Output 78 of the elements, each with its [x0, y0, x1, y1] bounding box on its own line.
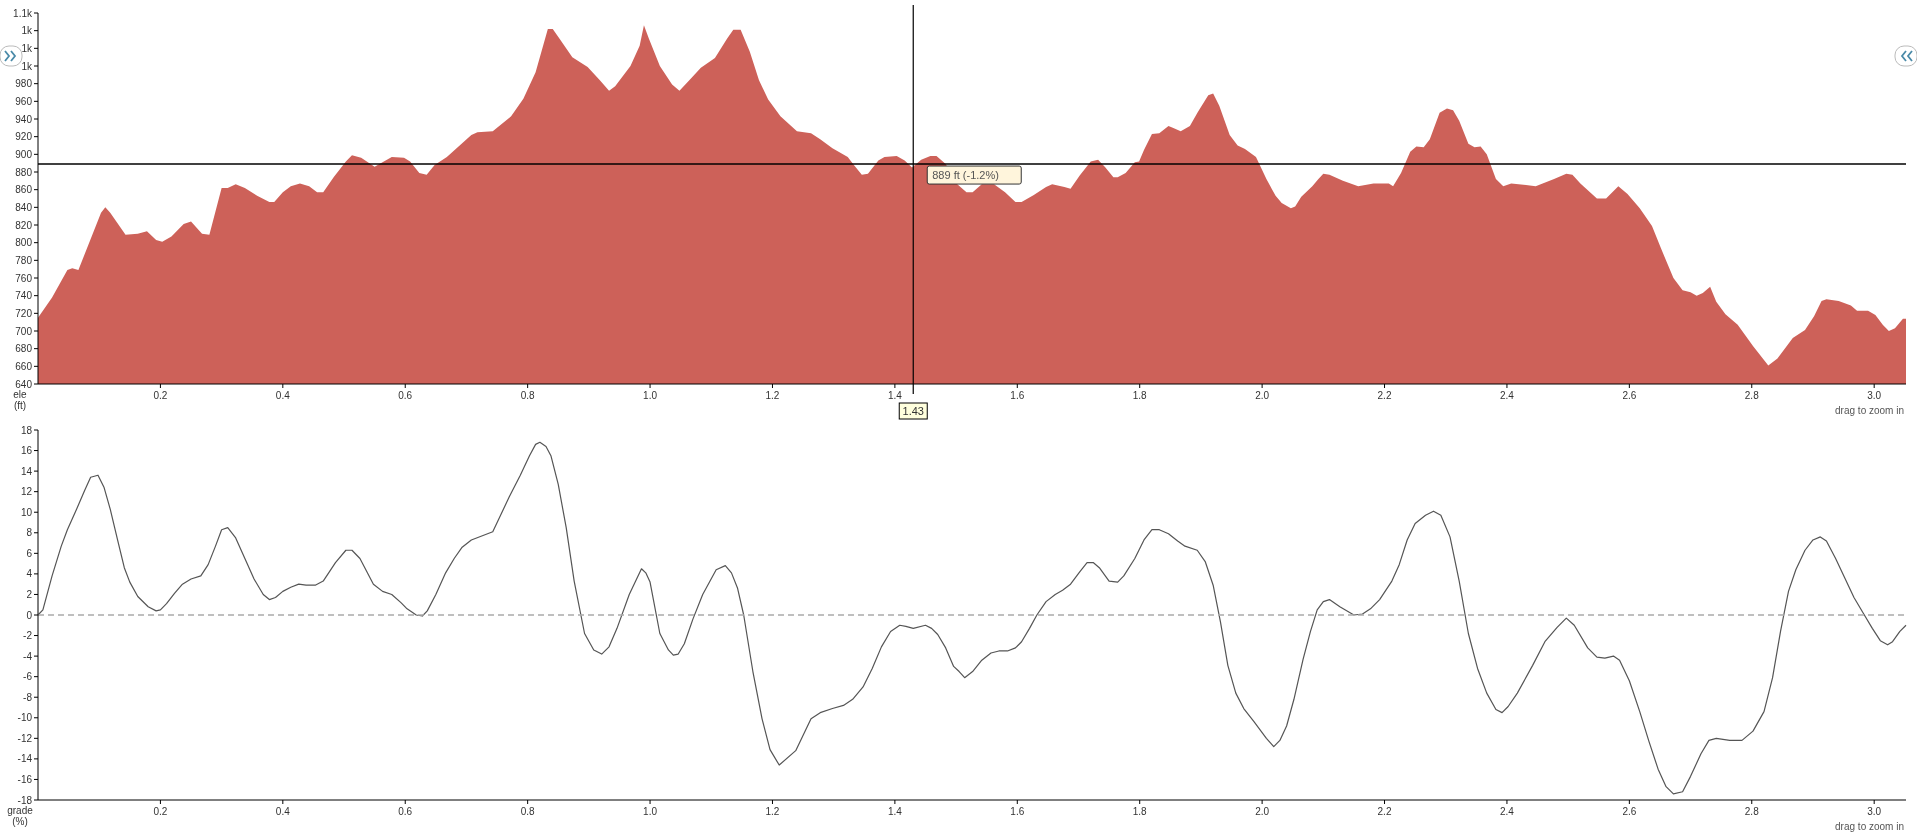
x-tick-label: 1.8 [1132, 390, 1148, 401]
x-tick-label: 1.2 [765, 390, 780, 401]
y-axis-title: grade (%) [7, 805, 34, 827]
x-tick-label: 2.4 [1499, 806, 1515, 817]
x-tick-label: 2.4 [1499, 390, 1515, 401]
x-tick-label: 2.2 [1377, 806, 1392, 817]
x-tick-label: 2.6 [1622, 806, 1637, 817]
y-tick-label: -4 [23, 650, 33, 662]
y-tick-label: -18 [17, 794, 33, 806]
y-tick-label: 12 [20, 486, 33, 498]
y-tick-label: 1.1k [13, 7, 33, 19]
x-tick-label: 0.8 [520, 390, 536, 401]
y-tick-label: 1k [21, 25, 33, 37]
x-tick-label: 1.0 [643, 390, 658, 401]
ref-line-label: 889 ft (-1.2%) [932, 169, 999, 182]
y-tick-label: 840 [15, 201, 33, 213]
x-tick-label: 2.0 [1255, 390, 1270, 401]
y-tick-label: -10 [17, 712, 33, 724]
y-tick-label: 800 [15, 237, 33, 249]
y-tick-label: 1k [21, 42, 33, 54]
y-tick-label: 960 [15, 95, 33, 107]
y-tick-label: 680 [15, 343, 33, 355]
x-tick-label: 0.6 [398, 390, 413, 401]
y-tick-label: -2 [23, 630, 33, 642]
y-tick-label: 980 [15, 78, 33, 90]
x-tick-label: 0.4 [275, 390, 291, 401]
y-tick-label: 820 [15, 219, 33, 231]
x-tick-label: 2.2 [1377, 390, 1392, 401]
y-tick-label: -16 [17, 773, 33, 785]
y-tick-label: -14 [17, 753, 33, 765]
y-tick-label: 920 [15, 131, 33, 143]
x-tick-label: 2.8 [1744, 390, 1760, 401]
y-tick-label: 720 [15, 307, 33, 319]
x-tick-label: 1.0 [643, 806, 658, 817]
x-tick-label: 1.6 [1010, 806, 1025, 817]
y-tick-label: 16 [20, 445, 33, 457]
x-tick-label: 1.8 [1132, 806, 1148, 817]
x-tick-label: 1.4 [887, 806, 903, 817]
y-tick-label: -12 [17, 732, 33, 744]
y-tick-label: 860 [15, 184, 33, 196]
x-tick-label: 1.4 [887, 390, 903, 401]
y-tick-label: 4 [26, 568, 33, 580]
x-tick-label: 0.6 [398, 806, 413, 817]
x-tick-label: 0.2 [153, 390, 168, 401]
y-tick-label: 8 [26, 527, 33, 539]
ref-line-label: 1.43 [902, 405, 924, 417]
y-tick-label: 760 [15, 272, 33, 284]
x-tick-label: 1.2 [765, 806, 780, 817]
line-series [37, 441, 1907, 795]
y-tick-label: 0 [26, 609, 33, 621]
x-tick-label: 3.0 [1867, 390, 1882, 401]
x-tick-label: 1.6 [1010, 390, 1025, 401]
y-tick-label: 6 [26, 547, 33, 559]
y-tick-label: 640 [15, 378, 33, 390]
y-tick-label: 14 [20, 465, 33, 477]
x-tick-label: 0.8 [520, 806, 536, 817]
y-tick-label: 940 [15, 113, 33, 125]
text: drag to zoom in [1835, 821, 1904, 832]
y-tick-label: 880 [15, 166, 33, 178]
y-axis-title: ele (ft) [13, 389, 28, 411]
y-tick-label: 10 [20, 506, 33, 518]
y-tick-label: 660 [15, 360, 33, 372]
x-tick-label: 0.4 [275, 806, 291, 817]
x-tick-label: 0.2 [153, 806, 168, 817]
y-tick-label: 700 [15, 325, 33, 337]
y-tick-label: 780 [15, 254, 33, 266]
y-tick-label: 18 [20, 424, 33, 436]
x-tick-label: 3.0 [1867, 806, 1882, 817]
y-tick-label: -8 [23, 691, 33, 703]
text: drag to zoom in [1835, 405, 1904, 416]
x-tick-label: 2.0 [1255, 806, 1270, 817]
y-tick-label: -6 [23, 671, 33, 683]
y-tick-label: 1k [21, 60, 33, 72]
x-tick-label: 2.8 [1744, 806, 1760, 817]
y-tick-label: 740 [15, 290, 33, 302]
y-tick-label: 2 [26, 588, 33, 600]
y-tick-label: 900 [15, 148, 33, 160]
x-tick-label: 2.6 [1622, 390, 1637, 401]
